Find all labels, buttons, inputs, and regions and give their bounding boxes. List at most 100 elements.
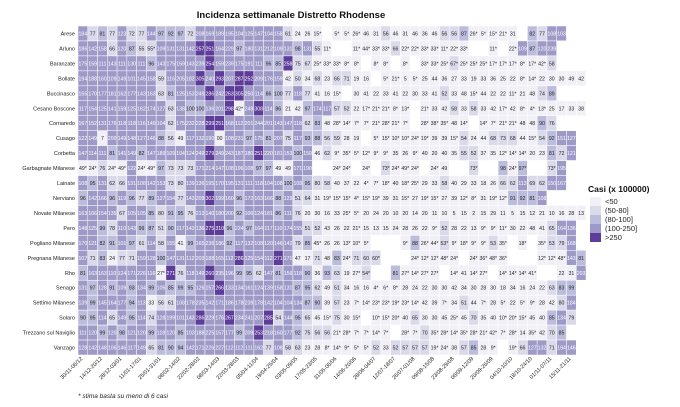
cell-value-label: 112 [264,256,272,262]
cell-value-label: 24* [138,166,146,172]
cell-value-label: 81 [549,151,555,157]
cell-value-label: 33* [421,46,429,52]
cell-value-label: 44 [520,136,526,142]
cell-value-label: 7* [374,181,379,187]
cell-value-label: 4* [374,286,379,292]
cell-value-label: 44* [362,46,370,52]
cell-value-label: 114 [255,91,263,97]
cell-value-label: 250 [245,91,254,97]
cell-value-label: 18* [401,181,409,187]
row-label: Pero [63,226,75,232]
legend: Casi (x 100000) <50(50-80](80-100](100-2… [588,184,650,242]
cell-value-label: 101 [127,76,136,82]
cell-value-label: 37 [344,181,350,187]
cell-value-label: 24* [470,256,478,262]
cell-value-label: 24* [450,256,458,262]
cell-value-label: 99 [568,286,574,292]
cell-value-label: 94 [178,346,184,352]
cell-value-label: 85 [168,286,174,292]
cell-value-label: 147 [264,271,273,277]
cell-value-label: 29 [422,181,428,187]
cell-value-label: 225 [206,331,215,337]
cell-value-label: 108 [538,196,547,202]
cell-value-label: 108 [274,346,283,352]
cell-value-label: 48* [489,256,497,262]
cell-value-label: 87 [129,46,135,52]
cell-value-label: 73 [178,166,184,172]
cell-value-label: 87 [461,31,467,37]
legend-label: >250 [605,233,622,242]
cell-value-label: 26* [470,31,478,37]
heatmap-cell [468,40,479,57]
heatmap-cell [370,265,382,281]
cell-value-label: 10 [393,211,399,217]
cell-value-label: 144 [284,316,293,322]
cell-value-label: 11* [489,46,496,52]
cell-value-label: 177 [225,331,234,337]
cell-value-label: 62 [324,151,330,157]
cell-value-label: 172 [245,196,254,202]
cell-value-label: 75 [334,316,340,322]
cell-value-label: 109 [518,46,527,52]
cell-value-label: 48 [529,121,535,127]
cell-value-label: 77 [119,256,125,262]
cell-value-label: 52 [344,106,350,112]
cell-value-label: 41 [178,241,184,247]
cell-value-label: 24 [393,226,399,232]
heatmap-cell [556,40,567,57]
cell-value-label: 149 [196,271,205,277]
cell-value-label: 33* [421,61,429,67]
cell-value-label: 96 [266,61,272,67]
cell-value-label: 31 [402,31,408,37]
chart-title: Incidenza settimanale Distretto Rhodense [197,10,385,21]
cell-value-label: 24* [343,256,351,262]
cell-value-label: 49 [324,286,330,292]
cell-value-label: 76 [100,166,106,172]
cell-value-label: 49* [118,166,126,172]
cell-value-label: 20 [363,211,369,217]
cell-value-label: 22 [373,91,379,97]
cell-value-label: 12* [499,151,507,157]
cell-value-label: 147 [284,121,293,127]
cell-value-label: 9* [334,151,339,157]
cell-value-label: 62 [109,181,115,187]
row-label: Buccinasco [47,91,75,97]
cell-value-label: 101 [118,241,127,247]
cell-value-label: 149 [127,151,136,157]
cell-value-label: 81 [266,136,272,142]
cell-value-label: 122 [127,166,136,172]
cell-value-label: 66 [520,346,526,352]
cell-value-label: 163 [254,196,263,202]
cell-value-label: 207 [274,136,283,142]
cell-value-label: 236 [206,241,215,247]
cell-value-label: 163 [79,211,88,217]
row-label: Garbagnate Milanese [22,166,75,172]
cell-value-label: 108 [293,181,302,187]
cell-value-label: 48 [529,91,535,97]
cell-value-label: 15 [383,226,389,232]
cell-value-label: 70 [549,331,555,337]
row-label: Senago [56,286,75,292]
cell-value-label: 97 [305,106,311,112]
cell-value-label: 118 [128,121,136,127]
cell-value-label: 56 [441,31,447,37]
cell-value-label: 189 [157,151,166,157]
cell-value-label: 174 [313,106,322,112]
cell-value-label: 44* [431,241,439,247]
cell-value-label: 153 [157,181,166,187]
cell-value-label: 177 [284,331,293,337]
cell-value-label: 124 [254,286,263,292]
cell-value-label: 142 [206,301,215,307]
cell-value-label: 77 [285,91,291,97]
cell-value-label: 35* [538,241,546,247]
cell-value-label: 118 [157,331,165,337]
cell-value-label: 8* [393,286,398,292]
cell-value-label: 24* [392,166,400,172]
cell-value-label: 104 [264,181,273,187]
cell-value-label: 56 [314,331,320,337]
cell-value-label: 244 [254,121,263,127]
cell-value-label: 15* [382,136,390,142]
cell-value-label: 131 [98,121,107,127]
row-label: Corbetta [54,151,76,157]
cell-value-label: 14* [519,151,527,157]
